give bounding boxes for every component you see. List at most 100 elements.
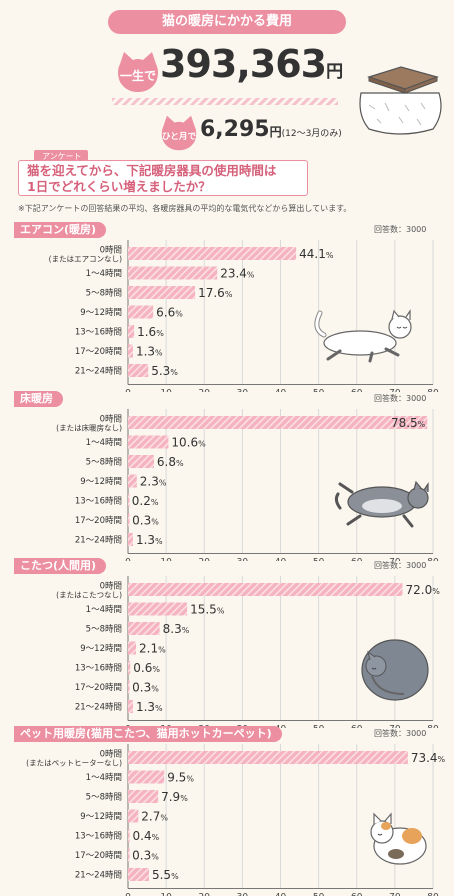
monthly-cost: 6,295円(12～3月のみ) bbox=[200, 117, 342, 142]
bar bbox=[128, 771, 164, 784]
page-title: 猫の暖房にかかる費用 bbox=[108, 10, 346, 34]
data-label: 6.8% bbox=[157, 455, 184, 469]
data-label: 1.3% bbox=[136, 700, 163, 714]
data-label-suffix: % bbox=[159, 479, 167, 488]
data-label-suffix: % bbox=[160, 814, 168, 823]
question-line-2: 1日でどれくらい増えましたか？ bbox=[27, 179, 299, 195]
data-label-suffix: % bbox=[155, 349, 163, 358]
category-label: 13～16時間 bbox=[75, 664, 122, 674]
cat-calico-illustration bbox=[366, 806, 430, 868]
respondent-count: 回答数：3000 bbox=[374, 560, 426, 571]
data-label-suffix: % bbox=[217, 607, 225, 616]
data-label: 0.3% bbox=[132, 849, 159, 863]
category-sublabel: (またはこたつなし) bbox=[56, 591, 122, 600]
data-label-suffix: % bbox=[152, 833, 160, 842]
category-label: 1～4時間 bbox=[86, 773, 122, 783]
bar bbox=[128, 583, 403, 596]
data-label-suffix: % bbox=[326, 251, 334, 260]
bar bbox=[128, 345, 133, 358]
data-label: 23.4% bbox=[220, 267, 255, 281]
bar bbox=[128, 455, 154, 468]
data-label: 0.2% bbox=[132, 494, 159, 508]
category-label: 17～20時間 bbox=[75, 516, 122, 526]
chart-title: こたつ(人間用) bbox=[14, 558, 106, 574]
data-label-suffix: % bbox=[247, 271, 255, 280]
category-label: 17～20時間 bbox=[75, 683, 122, 693]
data-label-suffix: % bbox=[198, 440, 206, 449]
data-label-suffix: % bbox=[155, 537, 163, 546]
data-label: 6.6% bbox=[156, 306, 183, 320]
bar bbox=[128, 364, 148, 377]
x-tick-label: 70 bbox=[389, 893, 401, 896]
cat-head-icon: 一生で bbox=[116, 50, 160, 94]
chart-title: 床暖房 bbox=[14, 391, 63, 407]
x-tick-label: 20 bbox=[199, 893, 211, 896]
bar bbox=[128, 642, 136, 655]
bar bbox=[128, 790, 158, 803]
question-line-1: 猫を迎えてから、下記暖房器具の使用時間は bbox=[27, 163, 299, 179]
category-label: 21～24時間 bbox=[75, 871, 122, 881]
category-sublabel: (または床暖房なし) bbox=[56, 423, 122, 433]
bar bbox=[128, 436, 168, 449]
monthly-label: ひと月で bbox=[162, 131, 197, 142]
data-label: 0.4% bbox=[133, 829, 160, 843]
bar bbox=[128, 810, 138, 823]
data-label: 5.3% bbox=[151, 364, 178, 378]
data-label: 15.5% bbox=[190, 603, 225, 617]
data-label-suffix: % bbox=[180, 794, 188, 803]
bar bbox=[128, 868, 149, 881]
data-label: 7.9% bbox=[161, 790, 188, 804]
lifetime-cost: 393,363円 bbox=[160, 42, 342, 86]
data-label: 2.7% bbox=[141, 810, 168, 824]
data-label-suffix: % bbox=[151, 685, 159, 694]
category-label: 13～16時間 bbox=[75, 832, 122, 842]
data-label-suffix: % bbox=[151, 518, 159, 527]
x-tick-label: 60 bbox=[351, 893, 363, 896]
bar bbox=[128, 306, 153, 319]
data-label: 2.3% bbox=[140, 475, 167, 489]
data-label: 0.3% bbox=[132, 681, 159, 695]
respondent-count: 回答数：3000 bbox=[374, 393, 426, 404]
x-tick-label: 50 bbox=[313, 893, 325, 896]
category-label: 9～12時間 bbox=[80, 477, 122, 487]
survey-question: 猫を迎えてから、下記暖房器具の使用時間は 1日でどれくらい増えましたか？ bbox=[18, 160, 308, 196]
data-label-suffix: % bbox=[152, 665, 160, 674]
kotatsu-illustration bbox=[355, 55, 445, 137]
category-label: 17～20時間 bbox=[75, 851, 122, 861]
data-label: 1.3% bbox=[136, 345, 163, 359]
cat-head-icon: ひと月で bbox=[160, 114, 198, 152]
category-label: 1～4時間 bbox=[86, 438, 122, 448]
category-sublabel: (またはエアコンなし) bbox=[49, 255, 122, 264]
category-label: 5～8時間 bbox=[86, 793, 122, 803]
data-label: 0.6% bbox=[133, 661, 160, 675]
data-label-suffix: % bbox=[171, 872, 179, 881]
monthly-value: 6,295 bbox=[200, 117, 270, 142]
category-label: 1～4時間 bbox=[86, 605, 122, 615]
data-label-suffix: % bbox=[155, 704, 163, 713]
category-label: 5～8時間 bbox=[86, 289, 122, 299]
lifetime-unit: 円 bbox=[326, 62, 342, 82]
monthly-unit: 円 bbox=[270, 125, 282, 139]
chart-title: ペット用暖房(猫用こたつ、猫用ホットカーペット) bbox=[14, 726, 282, 742]
monthly-note: (12～3月のみ) bbox=[282, 129, 342, 139]
bar bbox=[128, 514, 130, 527]
data-label-suffix: % bbox=[432, 587, 440, 596]
data-label: 1.6% bbox=[137, 325, 164, 339]
footnote: ※下記アンケートの回答結果の平均、各暖房器具の平均的な電気代などから算出していま… bbox=[18, 203, 351, 214]
data-label-suffix: % bbox=[186, 775, 194, 784]
category-label: 21～24時間 bbox=[75, 536, 122, 546]
category-label: 9～12時間 bbox=[80, 644, 122, 654]
x-tick-label: 10 bbox=[160, 893, 172, 896]
bar bbox=[128, 494, 130, 507]
bar bbox=[128, 325, 134, 338]
bar bbox=[128, 286, 195, 299]
data-label-suffix: % bbox=[156, 329, 164, 338]
data-label-suffix: % bbox=[151, 498, 159, 507]
data-label-suffix: % bbox=[176, 459, 184, 468]
data-label: 9.5% bbox=[167, 771, 194, 785]
data-label-suffix: % bbox=[182, 626, 190, 635]
category-label: 21～24時間 bbox=[75, 703, 122, 713]
data-label-suffix: % bbox=[151, 853, 159, 862]
category-label: 9～12時間 bbox=[80, 812, 122, 822]
data-label-suffix: % bbox=[225, 290, 233, 299]
